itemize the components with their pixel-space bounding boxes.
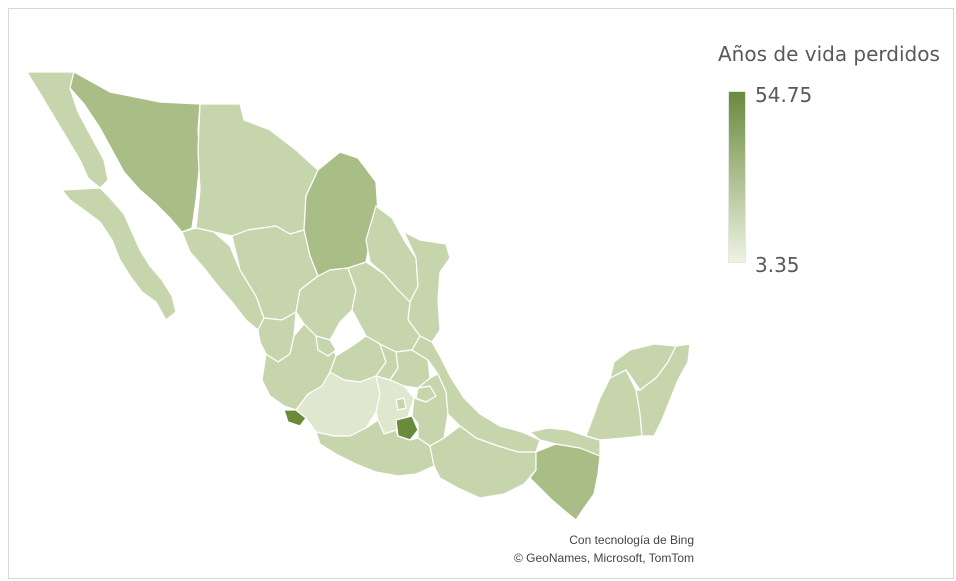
state-tamaulipas[interactable] xyxy=(403,231,451,343)
attribution-copyright: © GeoNames, Microsoft, TomTom xyxy=(514,551,694,565)
state-tabasco[interactable] xyxy=(529,427,601,457)
state-ciudad-de-mexico[interactable] xyxy=(395,397,407,411)
legend-title: Años de vida perdidos xyxy=(718,42,940,66)
state-aguascalientes[interactable] xyxy=(315,335,337,357)
legend-max-label: 54.75 xyxy=(755,83,813,107)
legend-min-label: 3.35 xyxy=(755,253,800,277)
state-quintana-roo[interactable] xyxy=(635,343,691,437)
state-chihuahua[interactable] xyxy=(195,103,319,237)
attribution-bing: Con tecnología de Bing xyxy=(569,533,694,547)
legend-color-scale xyxy=(728,91,746,263)
state-guerrero[interactable] xyxy=(315,419,435,477)
state-chiapas[interactable] xyxy=(529,443,601,521)
state-zacatecas[interactable] xyxy=(295,267,357,341)
state-baja-california-sur[interactable] xyxy=(61,187,177,321)
state-baja-california[interactable] xyxy=(26,71,109,189)
state-sonora[interactable] xyxy=(69,71,201,233)
